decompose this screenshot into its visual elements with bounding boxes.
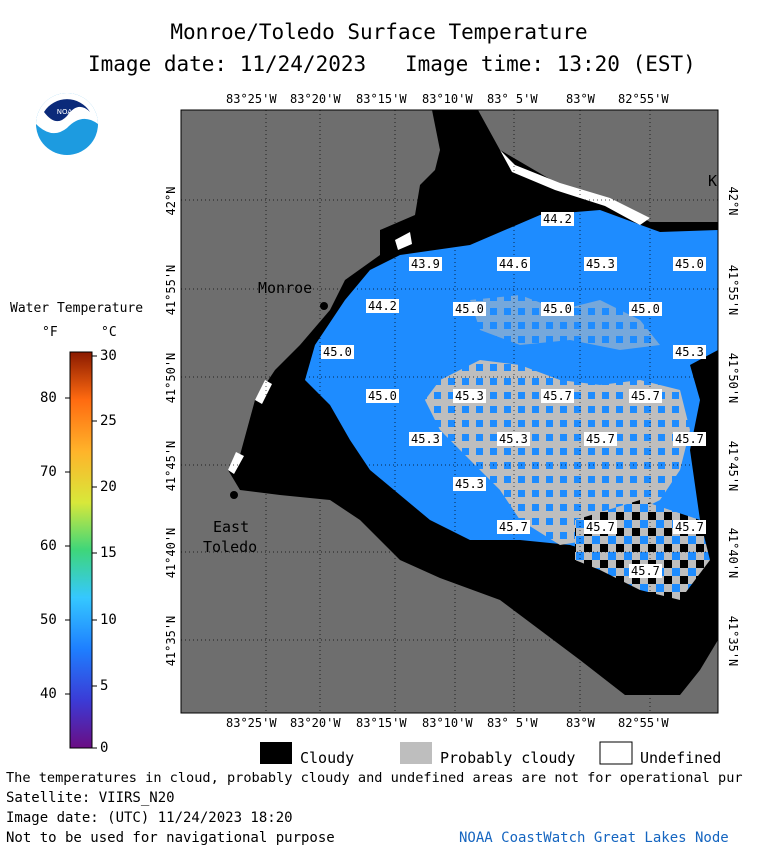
temperature-label: 45.7 [673, 432, 706, 446]
latitude-tick-label: 41°50'N [164, 352, 178, 404]
temperature-label: 44.2 [366, 299, 399, 313]
temperature-label: 45.0 [366, 389, 399, 403]
latitude-tick-label: 42°N [726, 186, 740, 216]
latitude-tick-label: 41°55'N [726, 264, 740, 316]
temperature-label: 45.0 [629, 302, 662, 316]
temperature-label: 44.6 [497, 257, 530, 271]
unit-c: °C [101, 325, 117, 340]
legend-undefined-swatch [599, 741, 633, 765]
east-toledo-marker [230, 491, 238, 499]
temperature-label: 45.3 [584, 257, 617, 271]
temperature-label: 45.0 [541, 302, 574, 316]
temperature-label: 45.0 [453, 302, 486, 316]
temperature-label: 45.3 [409, 432, 442, 446]
latitude-tick-label: 41°45'N [726, 440, 740, 492]
temperature-label: 43.9 [409, 257, 442, 271]
colorbar-f-tick: 40 [40, 686, 57, 702]
temperature-label: 45.7 [584, 432, 617, 446]
latitude-tick-label: 41°40'N [164, 527, 178, 579]
footer-satellite: Satellite: VIIRS_N20 [6, 790, 175, 806]
image-date: Image date: 11/24/2023 [88, 52, 367, 76]
lat-lon-grid [181, 110, 718, 713]
legend-cloudy-swatch [260, 742, 292, 764]
legend-cloudy: Cloudy [300, 749, 355, 767]
longitude-tick-label: 83° 5'W [487, 716, 538, 730]
longitude-tick-label: 83°15'W [356, 716, 407, 730]
place-k: K [708, 172, 718, 190]
colorbar-c-tick: 5 [100, 678, 109, 694]
temperature-label: 45.7 [629, 564, 662, 578]
colorbar-f-tick: 60 [40, 538, 57, 554]
colorbar-c-tick: 0 [100, 740, 109, 756]
place-east: East [213, 518, 250, 536]
undefined-region [500, 150, 650, 225]
temperature-label: 45.7 [541, 389, 574, 403]
colorbar-c-tick: 20 [100, 479, 117, 495]
longitude-tick-label: 83°10'W [422, 716, 473, 730]
latitude-tick-label: 41°35'N [726, 615, 740, 667]
footer-navigation: Not to be used for navigational purpose [6, 830, 335, 846]
longitude-tick-label: 82°55'W [618, 92, 669, 106]
longitude-tick-label: 83°10'W [422, 92, 473, 106]
latitude-tick-label: 41°40'N [726, 527, 740, 579]
colorbar-f-tick: 70 [40, 464, 57, 480]
temperature-label: 45.7 [584, 520, 617, 534]
temperature-label: 45.0 [673, 257, 706, 271]
latitude-tick-label: 41°55'N [164, 264, 178, 316]
latitude-tick-label: 41°45'N [164, 440, 178, 492]
latitude-tick-label: 41°35'N [164, 615, 178, 667]
longitude-tick-label: 83°25'W [226, 92, 277, 106]
longitude-tick-label: 83° 5'W [487, 92, 538, 106]
longitude-tick-label: 83°W [566, 716, 595, 730]
temperature-label: 45.7 [629, 389, 662, 403]
colorbar-c-tick: 10 [100, 612, 117, 628]
unit-f: °F [42, 325, 58, 340]
probably-cloudy-region [425, 360, 690, 545]
temperature-label: 45.7 [497, 520, 530, 534]
svg-text:NOAA: NOAA [57, 108, 78, 116]
temperature-label: 44.2 [541, 212, 574, 226]
temperature-label: 45.3 [453, 389, 486, 403]
image-time: Image time: 13:20 (EST) [405, 52, 696, 76]
colorbar-c-tick: 15 [100, 545, 117, 561]
colorbar-title: Water Temperature [10, 301, 144, 316]
colorbar-f-tick: 50 [40, 612, 57, 628]
legend-probably-cloudy: Probably cloudy [440, 749, 576, 767]
footer-credit: NOAA CoastWatch Great Lakes Node [459, 830, 729, 846]
longitude-tick-label: 82°55'W [618, 716, 669, 730]
footer-utc-date: Image date: (UTC) 11/24/2023 18:20 [6, 810, 293, 826]
temperature-label: 45.3 [497, 432, 530, 446]
page-title: Monroe/Toledo Surface Temperature [170, 20, 588, 44]
noaa-logo: NOAA [36, 93, 98, 155]
legend-probably-cloudy-swatch [400, 742, 432, 764]
colorbar-c-tick: 30 [100, 348, 117, 364]
temperature-label: 45.3 [673, 345, 706, 359]
temperature-label: 45.0 [321, 345, 354, 359]
monroe-marker [320, 302, 328, 310]
colorbar [69, 351, 93, 749]
place-toledo: Toledo [203, 538, 258, 556]
footer-disclaimer: The temperatures in cloud, probably clou… [6, 770, 743, 786]
temperature-label: 45.7 [673, 520, 706, 534]
longitude-tick-label: 83°25'W [226, 716, 277, 730]
temperature-label: 45.3 [453, 477, 486, 491]
longitude-tick-label: 83°20'W [290, 92, 341, 106]
longitude-tick-label: 83°W [566, 92, 595, 106]
place-monroe: Monroe [258, 279, 313, 297]
latitude-tick-label: 42°N [164, 186, 178, 216]
latitude-tick-label: 41°50'N [726, 352, 740, 404]
longitude-tick-label: 83°20'W [290, 716, 341, 730]
colorbar-c-tick: 25 [100, 413, 117, 429]
legend-undefined: Undefined [640, 749, 722, 767]
longitude-tick-label: 83°15'W [356, 92, 407, 106]
colorbar-f-tick: 80 [40, 390, 57, 406]
